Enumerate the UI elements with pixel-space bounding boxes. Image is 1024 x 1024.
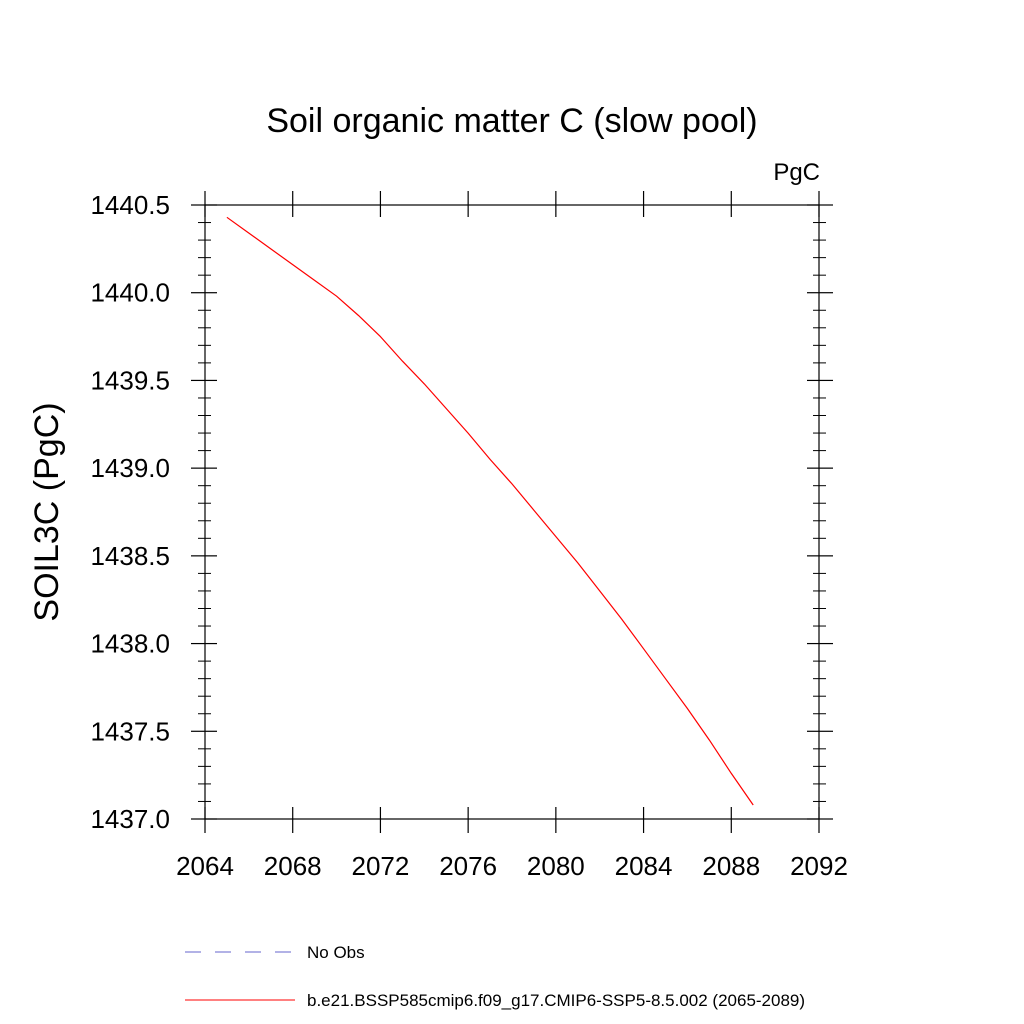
y-tick-label: 1438.5 [90,541,170,571]
x-tick-label: 2080 [527,851,585,881]
x-tick-label: 2064 [176,851,234,881]
tick-marks [191,191,833,833]
chart-title: Soil organic matter C (slow pool) [266,102,757,140]
y-tick-label: 1437.5 [90,716,170,746]
y-tick-label: 1437.0 [90,804,170,834]
y-tick-labels: 1437.0 1437.5 1438.0 1438.5 1439.0 1439.5 1440… [90,190,170,834]
legend-label: b.e21.BSSP585cmip6.f09_g17.CMIP6-SSP5-8.… [307,991,805,1010]
series-layer [226,216,754,806]
units-label: PgC [773,159,820,186]
x-tick-label: 2076 [439,851,497,881]
y-tick-label: 1438.0 [90,629,170,659]
y-tick-label: 1440.5 [90,190,170,220]
x-tick-label: 2068 [264,851,322,881]
x-tick-label: 2088 [702,851,760,881]
x-tick-label: 2084 [615,851,673,881]
legend-label: No Obs [307,943,365,962]
y-axis-label: SOIL3C (PgC) [28,402,66,621]
y-tick-label: 1440.0 [90,278,170,308]
legend: No Obs b.e21.BSSP585cmip6.f09_g17.CMIP6-S… [185,943,805,1010]
series-line [226,216,754,806]
x-tick-labels: 2064 2068 2072 2076 2080 2084 2088 2092 [176,851,848,881]
x-tick-label: 2092 [790,851,848,881]
y-tick-label: 1439.0 [90,453,170,483]
y-tick-label: 1439.5 [90,365,170,395]
plot-frame [204,204,820,820]
x-tick-label: 2072 [352,851,410,881]
